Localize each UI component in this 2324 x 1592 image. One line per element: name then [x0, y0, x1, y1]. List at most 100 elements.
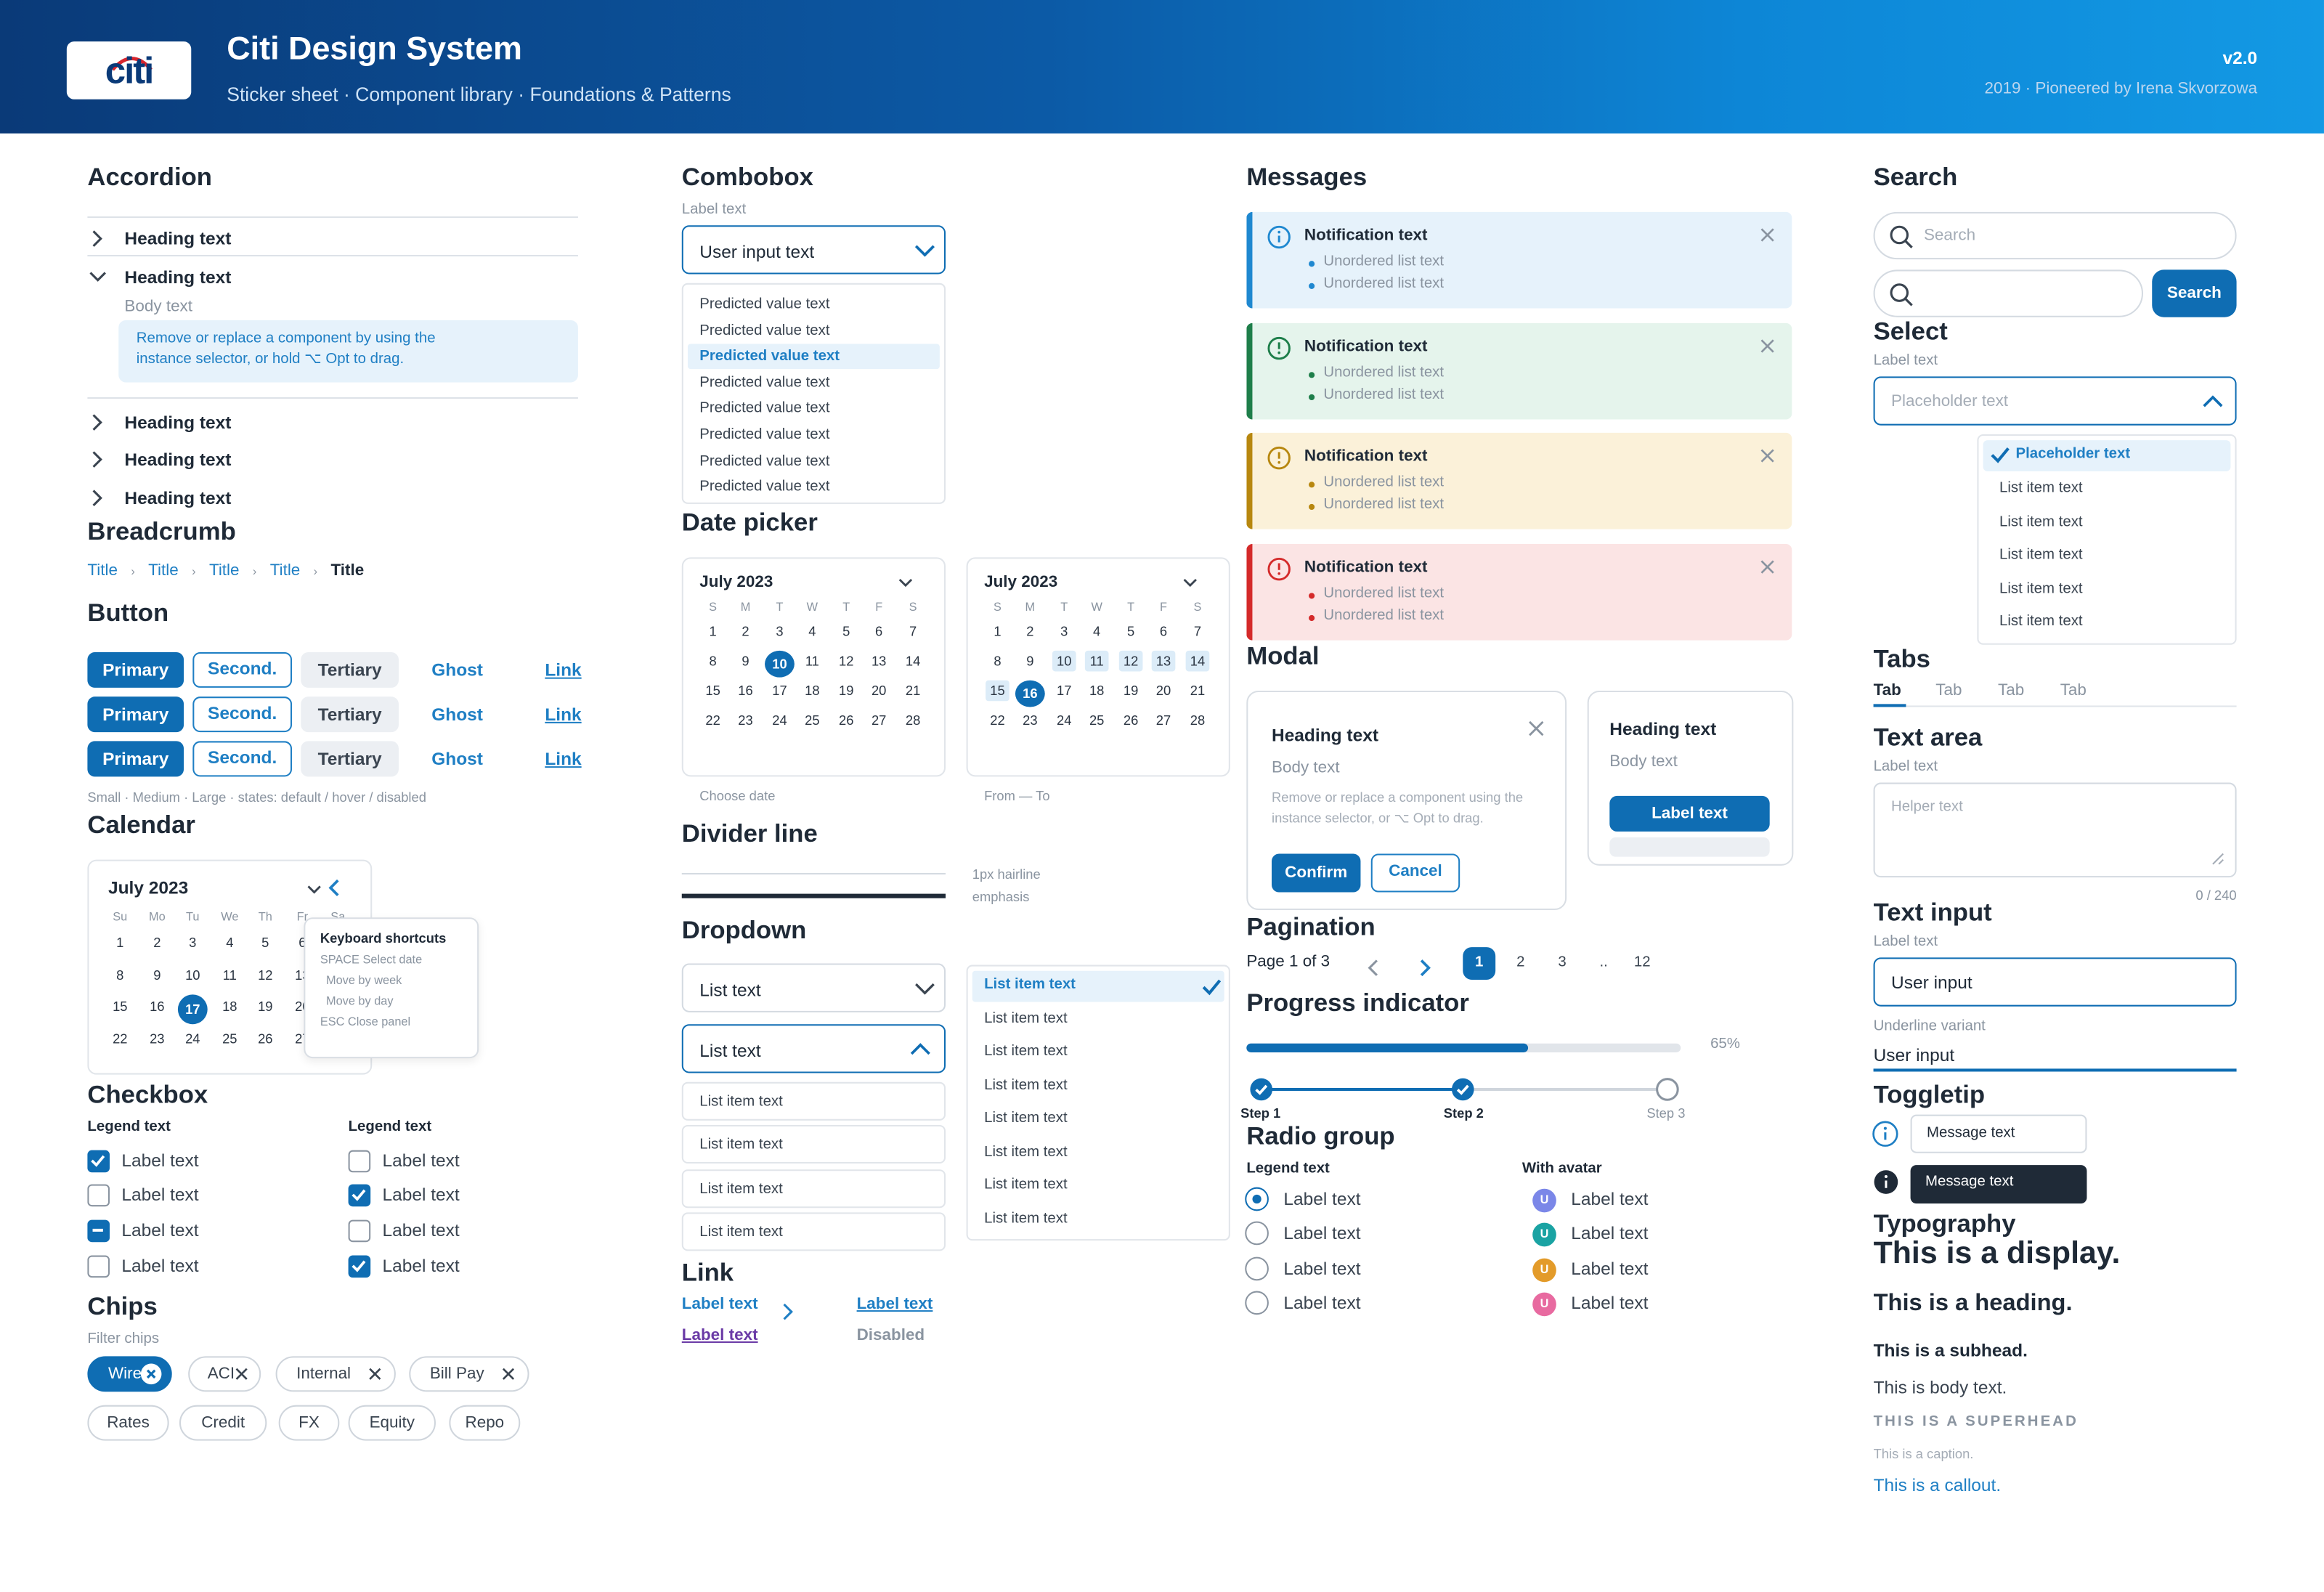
tertiary-button[interactable]: Tertiary: [301, 741, 399, 777]
confirm-button[interactable]: Confirm: [1272, 853, 1361, 893]
date-cell[interactable]: 8: [709, 653, 717, 669]
date-cell[interactable]: 11: [1084, 650, 1109, 672]
dropdown-menu-item[interactable]: List item text: [972, 1171, 1224, 1202]
calendar-day[interactable]: 22: [113, 1031, 128, 1047]
chip[interactable]: Rates: [87, 1405, 169, 1441]
close-icon[interactable]: [234, 1367, 248, 1381]
radio[interactable]: [1245, 1221, 1269, 1246]
info-icon[interactable]: [1872, 1121, 1899, 1148]
date-cell[interactable]: 18: [1089, 683, 1105, 699]
calendar-day[interactable]: 9: [153, 967, 161, 983]
date-selected[interactable]: 10: [765, 650, 795, 678]
tertiary-button[interactable]: Tertiary: [301, 651, 399, 688]
radio-selected[interactable]: [1245, 1187, 1269, 1211]
tab-active[interactable]: Tab: [1873, 681, 1901, 700]
radio[interactable]: [1245, 1256, 1269, 1281]
calendar-day[interactable]: 6: [298, 935, 306, 951]
secondary-button[interactable]: Second.: [192, 741, 293, 777]
dropdown-menu-item[interactable]: List item text: [972, 1137, 1224, 1169]
select-option[interactable]: List item text: [1999, 547, 2083, 564]
calendar-day[interactable]: 19: [258, 999, 273, 1014]
date-cell[interactable]: 7: [1193, 624, 1202, 639]
date-cell[interactable]: 15: [705, 683, 720, 699]
checkbox[interactable]: [348, 1219, 371, 1243]
page-number[interactable]: 3: [1558, 954, 1567, 971]
page-current[interactable]: 1: [1463, 947, 1496, 980]
calendar-day[interactable]: 24: [185, 1031, 200, 1047]
date-cell[interactable]: 20: [871, 683, 887, 699]
date-cell[interactable]: 19: [839, 683, 854, 699]
checkbox-indeterminate[interactable]: [87, 1219, 110, 1243]
accordion-item-expanded[interactable]: Heading text: [87, 264, 231, 291]
dropdown-closed[interactable]: List text: [681, 963, 946, 1012]
ghost-button[interactable]: Ghost: [431, 748, 483, 770]
chevron-down-icon[interactable]: [305, 880, 322, 898]
calendar-day[interactable]: 2: [153, 935, 161, 951]
ghost-button[interactable]: Ghost: [431, 659, 483, 681]
calendar-day[interactable]: 23: [150, 1031, 165, 1047]
date-cell[interactable]: 28: [905, 712, 921, 728]
accordion-item[interactable]: Heading text: [87, 409, 231, 436]
text-input[interactable]: User input: [1873, 957, 2237, 1007]
select-input[interactable]: Placeholder text: [1873, 376, 2237, 426]
search-button[interactable]: Search: [2152, 269, 2237, 317]
checkbox-checked[interactable]: [348, 1255, 371, 1278]
page-number[interactable]: 2: [1516, 954, 1525, 971]
calendar-day[interactable]: 18: [222, 999, 237, 1014]
link-hover[interactable]: Label text: [856, 1295, 933, 1314]
calendar-day[interactable]: 10: [185, 967, 200, 983]
date-cell[interactable]: 3: [1060, 624, 1068, 639]
dropdown-menu-item-selected[interactable]: List item text: [972, 970, 1224, 1002]
date-cell[interactable]: 17: [1057, 683, 1072, 699]
chip[interactable]: Equity: [348, 1405, 436, 1441]
dropdown-open[interactable]: List text: [681, 1024, 946, 1073]
filter-chip[interactable]: Bill Pay: [409, 1356, 529, 1392]
date-cell[interactable]: 26: [1123, 712, 1139, 728]
date-cell[interactable]: 18: [805, 683, 820, 699]
filter-chip[interactable]: ACI: [188, 1356, 261, 1392]
date-cell[interactable]: 9: [1026, 653, 1034, 669]
date-cell[interactable]: 26: [839, 712, 854, 728]
dropdown-menu-item[interactable]: List item text: [972, 1204, 1224, 1235]
combobox-input[interactable]: User input text: [681, 225, 946, 275]
calendar-day[interactable]: 4: [226, 935, 234, 951]
date-cell[interactable]: 23: [1023, 712, 1038, 728]
chip[interactable]: Repo: [449, 1405, 521, 1441]
calendar-day[interactable]: 5: [261, 935, 269, 951]
date-cell[interactable]: 3: [776, 624, 784, 639]
date-cell[interactable]: 15: [986, 680, 1009, 702]
underline-input-value[interactable]: User input: [1873, 1044, 1955, 1066]
date-cell[interactable]: 2: [742, 624, 749, 639]
breadcrumb-link[interactable]: Title: [148, 561, 179, 580]
select-option[interactable]: List item text: [1999, 613, 2083, 630]
resize-handle-icon[interactable]: [2210, 850, 2225, 865]
date-cell[interactable]: 5: [1126, 624, 1135, 639]
date-cell[interactable]: 25: [805, 712, 820, 728]
tertiary-button[interactable]: Tertiary: [301, 696, 399, 733]
date-cell[interactable]: 13: [1151, 650, 1176, 672]
dropdown-menu-item[interactable]: List item text: [972, 1104, 1224, 1135]
select-option[interactable]: List item text: [1999, 580, 2083, 597]
primary-button[interactable]: Primary: [87, 696, 184, 733]
date-cell[interactable]: 23: [738, 712, 753, 728]
combobox-option[interactable]: Predicted value text: [699, 479, 830, 496]
search-input-pill[interactable]: Search: [1873, 211, 2237, 260]
combobox-option[interactable]: Predicted value text: [699, 400, 830, 418]
chevron-left-icon[interactable]: [326, 877, 344, 898]
accordion-item[interactable]: Heading text: [87, 446, 231, 473]
chip[interactable]: Credit: [179, 1405, 267, 1441]
date-cell[interactable]: 12: [839, 653, 854, 669]
select-option[interactable]: List item text: [1999, 480, 2083, 497]
calendar-day[interactable]: 16: [150, 999, 165, 1014]
date-cell[interactable]: 11: [805, 653, 819, 669]
dropdown-menu-item[interactable]: List item text: [972, 1071, 1224, 1102]
tab[interactable]: Tab: [1935, 681, 1962, 700]
date-cell[interactable]: 25: [1089, 712, 1105, 728]
primary-button[interactable]: Primary: [87, 741, 184, 777]
date-cell[interactable]: 28: [1190, 712, 1206, 728]
page-number[interactable]: 12: [1633, 954, 1651, 971]
select-option-selected[interactable]: Placeholder text: [1983, 440, 2231, 471]
link-default[interactable]: Label text: [681, 1295, 758, 1314]
date-cell[interactable]: 22: [705, 712, 720, 728]
date-cell[interactable]: 16: [738, 683, 753, 699]
